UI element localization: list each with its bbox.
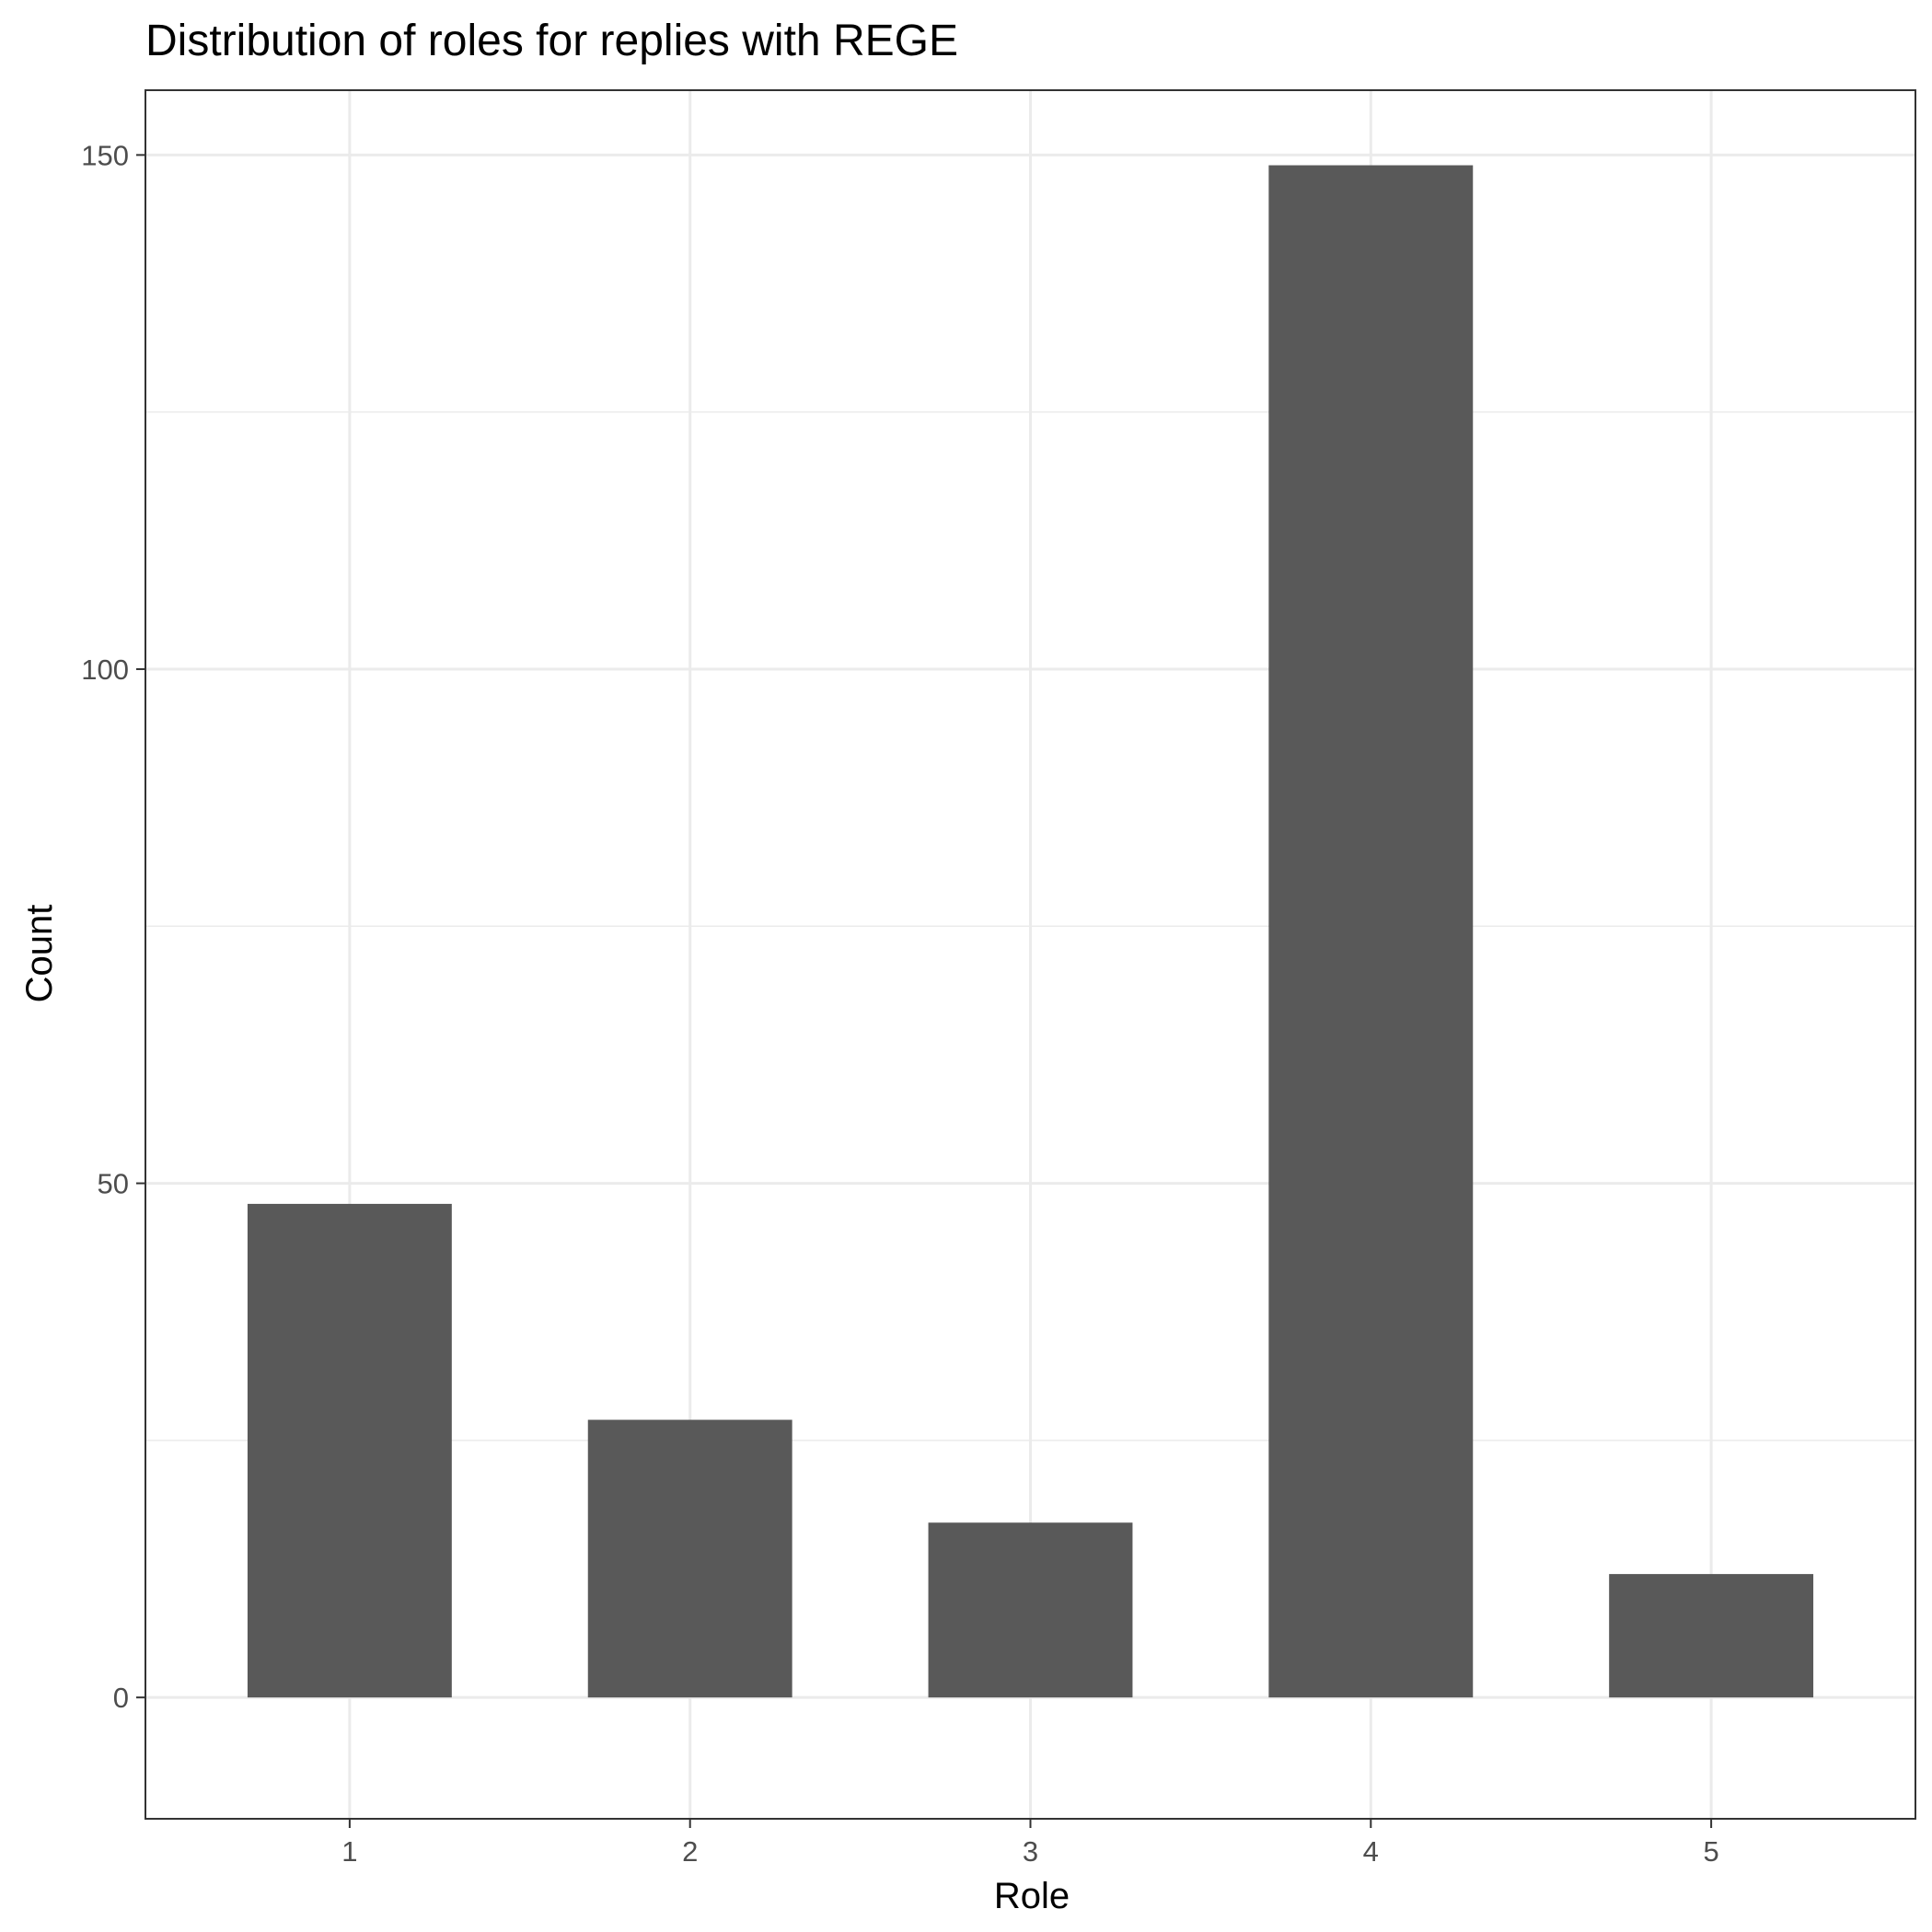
y-tick-label: 100 [81,654,129,686]
bar-role-2 [587,1419,792,1698]
x-axis-title: Role [994,1876,1070,1916]
y-axis-title: Count [19,905,60,1003]
chart-title: Distribution of roles for replies with R… [145,17,958,65]
bars [247,165,1814,1698]
bar-role-1 [247,1203,452,1698]
bar-role-4 [1268,165,1474,1698]
x-tick-label: 2 [682,1835,698,1868]
bar-role-3 [928,1522,1133,1698]
x-tick-label: 4 [1363,1835,1379,1868]
bar-role-5 [1609,1574,1814,1698]
y-tick-label: 0 [113,1682,129,1714]
axes: 0 50 100 150 1 2 3 4 5 [81,139,1718,1868]
y-tick-label: 150 [81,139,129,171]
x-tick-label: 1 [341,1835,357,1868]
y-tick-label: 50 [98,1168,129,1200]
x-tick-label: 3 [1023,1835,1038,1868]
x-tick-label: 5 [1703,1835,1718,1868]
